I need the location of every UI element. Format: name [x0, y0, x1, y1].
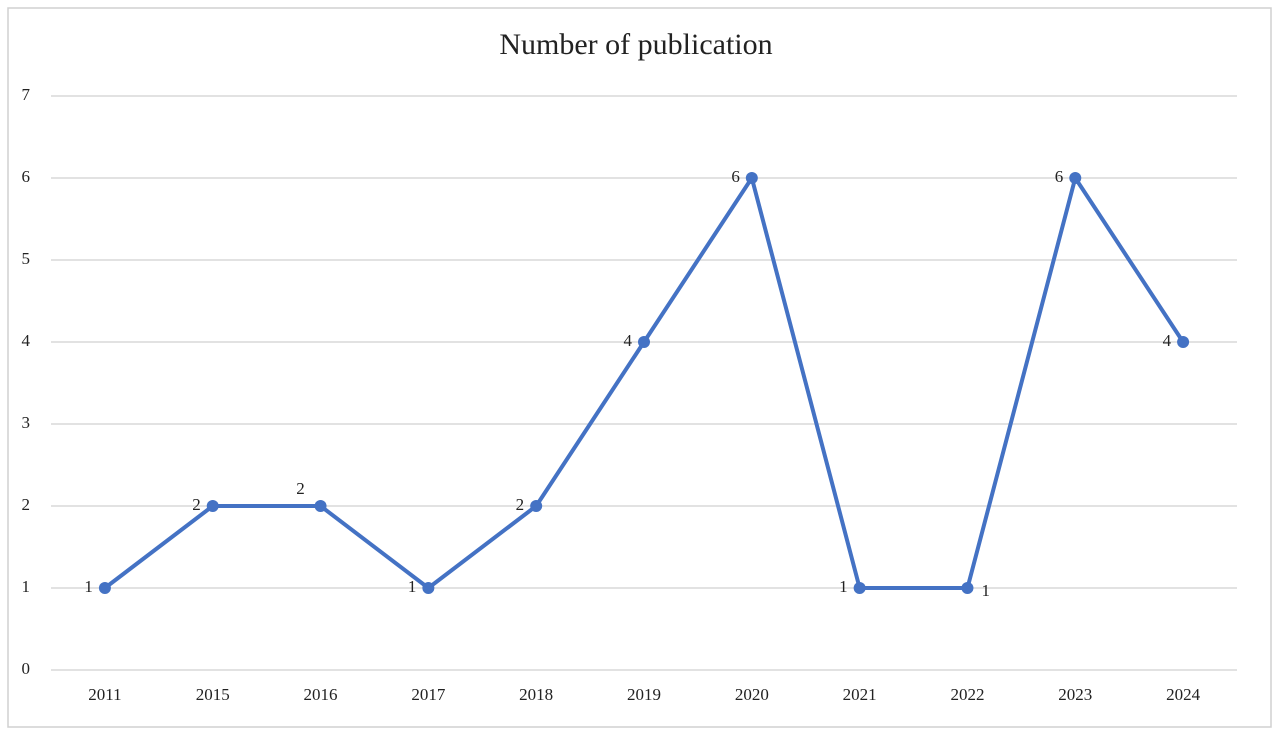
y-tick-label: 5	[22, 249, 31, 268]
data-label: 2	[516, 495, 525, 514]
data-label: 2	[192, 495, 201, 514]
x-tick-label: 2022	[950, 685, 984, 704]
data-label: 1	[981, 581, 990, 600]
data-point	[422, 582, 435, 594]
x-tick-label: 2020	[735, 685, 769, 704]
y-tick-label: 6	[22, 167, 31, 186]
data-point	[98, 582, 111, 594]
data-label: 6	[731, 167, 740, 186]
data-point	[206, 500, 219, 512]
data-label: 1	[84, 577, 93, 596]
y-tick-label: 1	[22, 577, 31, 596]
data-label: 1	[408, 577, 417, 596]
y-tick-label: 0	[22, 659, 31, 678]
data-point	[745, 172, 758, 184]
chart-title: Number of publication	[499, 28, 772, 61]
x-tick-label: 2018	[519, 685, 553, 704]
data-label: 4	[1163, 331, 1172, 350]
x-tick-label: 2024	[1166, 685, 1201, 704]
data-point	[853, 582, 866, 594]
data-point	[638, 336, 650, 348]
y-tick-label: 7	[22, 85, 31, 104]
data-label: 4	[624, 331, 633, 350]
x-tick-label: 2015	[196, 685, 230, 704]
x-tick-label: 2023	[1058, 685, 1092, 704]
data-point	[961, 582, 974, 594]
x-tick-label: 2017	[411, 685, 446, 704]
y-tick-label: 2	[22, 495, 31, 514]
x-tick-label: 2021	[843, 685, 877, 704]
x-tick-label: 2011	[88, 685, 121, 704]
data-label: 2	[296, 479, 305, 498]
data-label: 1	[839, 577, 848, 596]
data-point	[1069, 172, 1082, 184]
data-point	[530, 500, 543, 512]
data-point	[314, 500, 327, 512]
data-point	[1177, 336, 1190, 348]
x-tick-label: 2019	[627, 685, 661, 704]
y-tick-label: 3	[22, 413, 31, 432]
x-tick-label: 2016	[304, 685, 338, 704]
data-label: 6	[1055, 167, 1064, 186]
chart-frame	[7, 7, 1272, 728]
y-tick-label: 4	[22, 331, 31, 350]
